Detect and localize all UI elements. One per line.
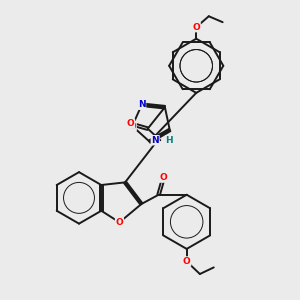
Text: O: O	[183, 257, 190, 266]
Text: N: N	[151, 136, 159, 145]
Text: O: O	[192, 22, 200, 32]
Text: O: O	[160, 173, 167, 182]
Text: N: N	[138, 100, 146, 109]
Text: O: O	[116, 218, 123, 227]
Text: H: H	[166, 136, 173, 145]
Text: O: O	[128, 122, 136, 130]
Text: O: O	[127, 119, 134, 128]
